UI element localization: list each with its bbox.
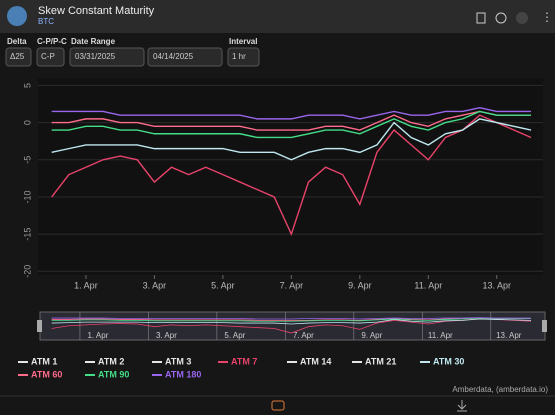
range-series-line: [51, 317, 532, 321]
range-slider[interactable]: [39, 311, 546, 341]
range-handle-right[interactable]: [542, 320, 547, 332]
x-tick-label: 1. Apr: [74, 280, 98, 290]
y-tick-label: -5: [22, 156, 32, 164]
status-button[interactable]: [516, 12, 528, 24]
start-date-input[interactable]: [69, 47, 145, 67]
y-tick-label: 0: [22, 120, 32, 125]
delta-select[interactable]: [5, 47, 32, 67]
series-line: [51, 118, 532, 161]
range-tick-label: 11. Apr: [428, 331, 453, 340]
y-tick-label: -15: [22, 228, 32, 241]
header-bar: [0, 0, 555, 33]
legend-label: ATM 90: [98, 369, 129, 379]
range-tick-label: 9. Apr: [361, 331, 382, 340]
header-title: Skew Constant Maturity: [38, 5, 155, 17]
series-line: [51, 110, 532, 139]
end-date-input[interactable]: [147, 47, 223, 67]
interval-label: Interval: [229, 37, 257, 46]
x-tick-label: 13. Apr: [483, 280, 512, 290]
date-range-label: Date Range: [71, 37, 116, 46]
start-date: 03/31/2025: [75, 52, 116, 61]
end-date: 04/14/2025: [153, 52, 194, 61]
bookmark-button[interactable]: [476, 12, 486, 24]
legend-label: ATM 60: [31, 369, 62, 379]
x-tick-label: 9. Apr: [348, 280, 372, 290]
range-handle-left[interactable]: [37, 320, 42, 332]
range-tick-label: 13. Apr: [496, 331, 522, 340]
series-line: [51, 110, 532, 131]
x-tick-label: 3. Apr: [143, 280, 167, 290]
legend-label: ATM 30: [433, 356, 464, 366]
series-line: [51, 107, 532, 120]
camera-button[interactable]: [271, 400, 285, 411]
interval-value: 1 hr: [232, 52, 246, 61]
legend-label: ATM 7: [231, 356, 257, 366]
legend-label: ATM 180: [165, 369, 201, 379]
delta-label: Delta: [7, 37, 27, 46]
legend-label: ATM 14: [300, 356, 331, 366]
y-tick-label: -20: [22, 265, 32, 278]
x-tick-label: 5. Apr: [211, 280, 235, 290]
range-series-line: [51, 318, 532, 325]
range-tick-label: 7. Apr: [293, 331, 314, 340]
mode-label: C-P/P-C: [37, 37, 67, 46]
range-tick-label: 3. Apr: [156, 331, 177, 340]
menu-button[interactable]: ⋮: [541, 10, 553, 24]
x-tick-label: 7. Apr: [280, 280, 304, 290]
header-subtitle: BTC: [38, 17, 54, 26]
y-tick-label: 5: [22, 83, 32, 88]
app-icon: [7, 6, 27, 26]
x-tick-label: 11. Apr: [414, 280, 442, 290]
refresh-button[interactable]: [495, 12, 507, 24]
range-series-line: [51, 317, 532, 322]
plot-area: [38, 78, 543, 275]
legend-label: ATM 1: [31, 356, 57, 366]
range-tick-label: 5. Apr: [224, 331, 245, 340]
legend-label: ATM 21: [365, 356, 396, 366]
range-series-line: [51, 317, 532, 320]
footer-credit: Amberdata, (amberdata.io): [452, 385, 548, 394]
download-button[interactable]: [457, 400, 467, 412]
series-line: [51, 114, 532, 237]
mode-select[interactable]: [36, 47, 65, 67]
y-tick-label: -10: [22, 190, 32, 203]
legend-label: ATM 3: [165, 356, 191, 366]
interval-select[interactable]: [227, 47, 260, 67]
delta-value: Δ25: [10, 52, 25, 61]
legend-label: ATM 2: [98, 356, 124, 366]
mode-value: C-P: [41, 52, 55, 61]
range-tick-label: 1. Apr: [87, 331, 108, 340]
